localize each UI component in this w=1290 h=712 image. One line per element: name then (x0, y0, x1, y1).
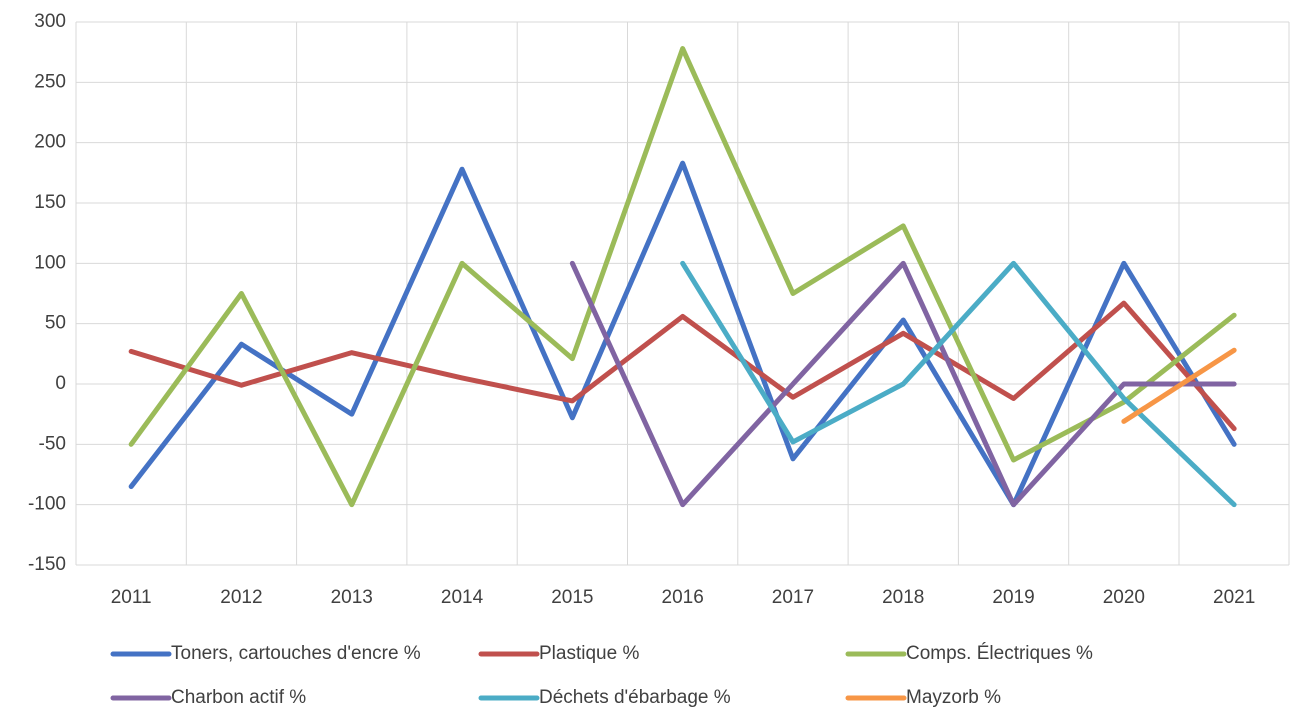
x-tick-label: 2015 (551, 587, 593, 608)
y-tick-label: 0 (55, 373, 66, 394)
y-tick-label: 150 (34, 192, 66, 213)
series-line (1121, 347, 1237, 424)
x-tick-label: 2018 (882, 587, 924, 608)
y-tick-label: 50 (45, 313, 66, 334)
y-tick-label: -50 (39, 433, 66, 454)
y-tick-label: 250 (34, 71, 66, 92)
x-tick-label: 2014 (441, 587, 484, 608)
series-line (680, 260, 1237, 508)
y-tick-label: -150 (28, 554, 66, 575)
legend-label: Mayzorb % (906, 687, 1001, 708)
x-tick-label: 2017 (772, 587, 814, 608)
series-line (128, 160, 1237, 508)
legend-label: Charbon actif % (171, 687, 306, 708)
y-tick-label: 300 (34, 11, 66, 32)
x-tick-label: 2019 (992, 587, 1034, 608)
series-line (128, 46, 1237, 508)
x-tick-label: 2020 (1103, 587, 1145, 608)
x-tick-label: 2013 (331, 587, 373, 608)
legend-label: Plastique % (539, 643, 639, 664)
legend-label: Déchets d'ébarbage % (539, 687, 731, 708)
x-tick-label: 2016 (662, 587, 704, 608)
x-tick-label: 2021 (1213, 587, 1255, 608)
y-tick-label: 100 (34, 252, 66, 273)
y-tick-label: -100 (28, 494, 66, 515)
series-line (569, 260, 1237, 508)
x-tick-label: 2011 (111, 587, 152, 608)
legend-label: Toners, cartouches d'encre % (171, 643, 421, 664)
y-tick-label: 200 (34, 132, 66, 153)
legend-label: Comps. Électriques % (906, 643, 1093, 664)
x-tick-label: 2012 (220, 587, 262, 608)
series-line (128, 300, 1237, 432)
